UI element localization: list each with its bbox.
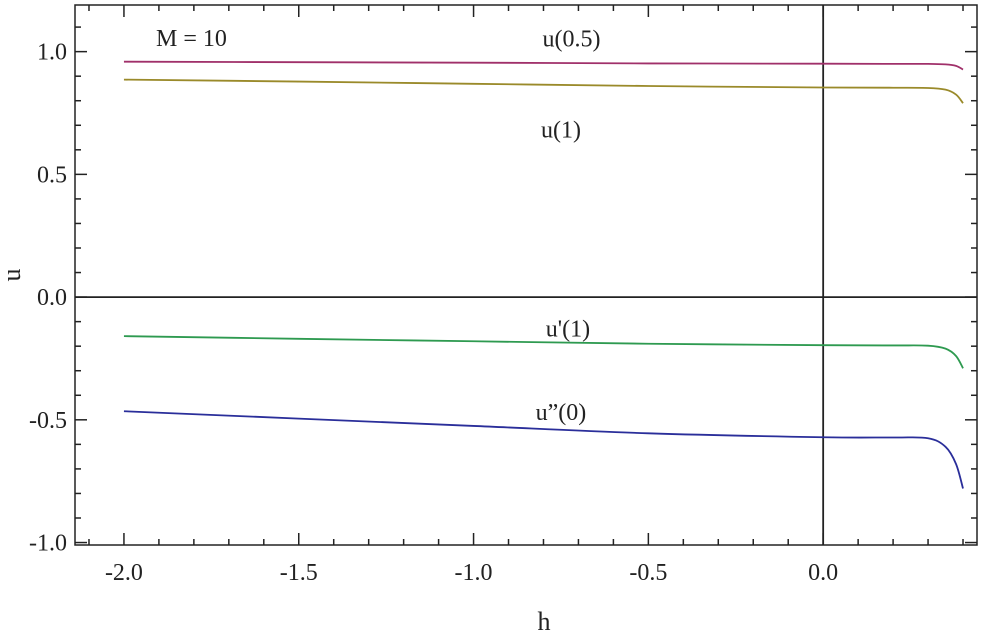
series-line xyxy=(123,60,964,71)
y-tick-label: -1.0 xyxy=(29,531,67,557)
x-axis-label: h xyxy=(538,607,551,636)
series-line xyxy=(123,335,964,369)
series-label: u(1) xyxy=(541,118,581,144)
x-tick-label: -2.0 xyxy=(105,560,143,586)
x-tick-label: -1.5 xyxy=(280,560,318,586)
series-line xyxy=(123,410,964,489)
parameter-annotation: M = 10 xyxy=(156,26,227,52)
x-tick-label: -0.5 xyxy=(629,560,667,586)
series-label: u(0.5) xyxy=(542,27,600,53)
y-tick-label: 1.0 xyxy=(37,40,67,66)
series-label: u'(1) xyxy=(546,316,590,342)
x-tick-label: -1.0 xyxy=(455,560,493,586)
y-tick-label: -0.5 xyxy=(29,408,67,434)
y-tick-label: 0.0 xyxy=(37,285,67,311)
y-axis-label: u xyxy=(0,269,26,282)
y-tick-label: 0.5 xyxy=(37,162,67,188)
series-label: u”(0) xyxy=(536,400,587,426)
x-tick-label: 0.0 xyxy=(808,560,838,586)
series-line xyxy=(123,78,964,104)
plot-frame xyxy=(74,4,978,546)
